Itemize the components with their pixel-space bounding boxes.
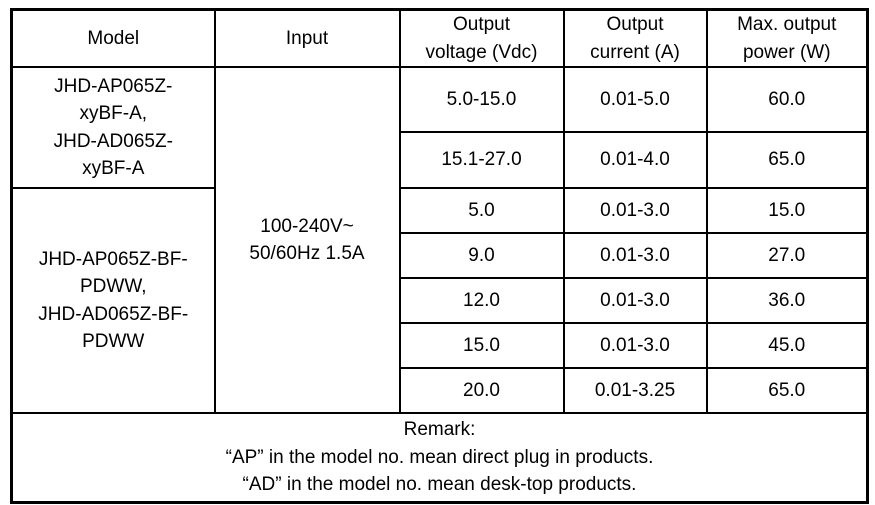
input-spec-cell: 100-240V~ 50/60Hz 1.5A [213,66,401,415]
remark-line-ap: “AP” in the model no. mean direct plug i… [225,446,654,468]
output-voltage-cell: 15.1-27.0 [398,131,565,190]
table-row: 9.0 0.01-3.0 27.0 [12,232,869,280]
output-voltage-cell: 5.0-15.0 [398,66,565,134]
output-current-cell: 0.01-3.0 [562,232,708,280]
output-current-cell: 0.01-3.0 [562,277,708,325]
table-row: 15.1-27.0 0.01-4.0 65.0 [12,131,869,190]
col-header-input: Input [213,8,401,69]
remark-row: Remark: “AP” in the model no. mean direc… [10,412,869,504]
output-current-cell: 0.01-5.0 [562,66,708,134]
max-power-cell: 65.0 [705,367,869,415]
output-voltage-cell: 15.0 [398,322,565,370]
remark-cell: Remark: “AP” in the model no. mean direc… [10,412,869,504]
output-voltage-cell: 9.0 [398,232,565,280]
output-current-cell: 0.01-3.0 [562,322,708,370]
col-header-model: Model [10,8,216,69]
output-current-cell: 0.01-4.0 [562,131,708,190]
output-current-cell: 0.01-3.25 [562,367,708,415]
max-power-cell: 15.0 [705,187,869,235]
max-power-cell: 60.0 [705,66,869,134]
table-row: 12.0 0.01-3.0 36.0 [12,277,869,325]
output-voltage-cell: 12.0 [398,277,565,325]
remark-title: Remark: [403,419,476,441]
col-header-max-output-power: Max. output power (W) [705,8,869,69]
power-spec-table: Model Input Output voltage (Vdc) Output … [10,8,869,504]
max-power-cell: 36.0 [705,277,869,325]
remark-line-ad: “AD” in the model no. mean desk-top prod… [242,474,637,496]
col-header-output-current: Output current (A) [562,8,708,69]
table-row: 15.0 0.01-3.0 45.0 [12,322,869,370]
max-power-cell: 65.0 [705,131,869,190]
table-row: JHD-AP065Z-BF- PDWW, JHD-AD065Z-BF- PDWW… [10,187,869,415]
max-power-cell: 45.0 [705,322,869,370]
header-row: Model Input Output voltage (Vdc) Output … [10,8,869,69]
output-voltage-cell: 20.0 [398,367,565,415]
max-power-cell: 27.0 [705,232,869,280]
model-group-pdww-cell: JHD-AP065Z-BF- PDWW, JHD-AD065Z-BF- PDWW [10,187,216,415]
table-row: 20.0 0.01-3.25 65.0 [12,367,869,415]
model-group-xybf-cell: JHD-AP065Z- xyBF-A, JHD-AD065Z- xyBF-A [10,66,216,190]
table-row: JHD-AP065Z- xyBF-A, JHD-AD065Z- xyBF-A 1… [10,66,869,415]
output-current-cell: 0.01-3.0 [562,187,708,235]
output-voltage-cell: 5.0 [398,187,565,235]
col-header-output-voltage: Output voltage (Vdc) [398,8,565,69]
